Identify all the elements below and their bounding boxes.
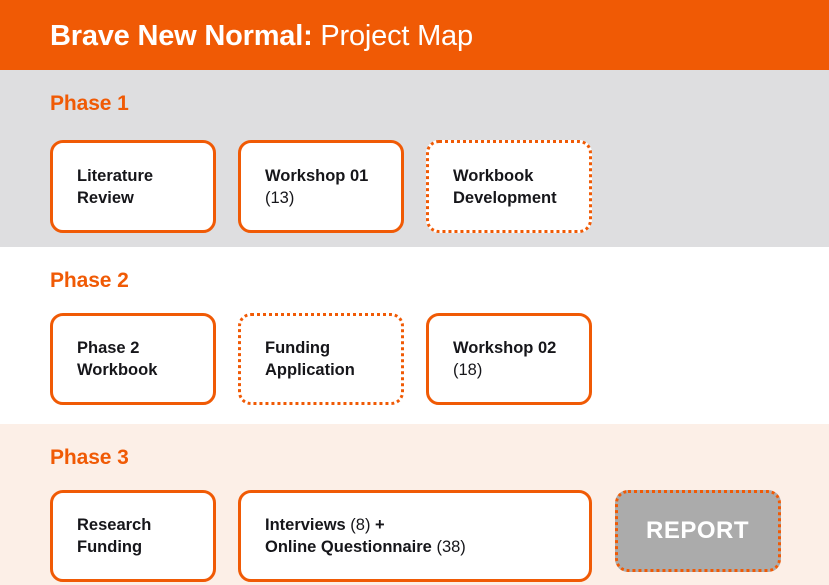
- node-line-2: Workbook: [77, 361, 158, 379]
- phase-label-2: Phase 2: [50, 269, 129, 292]
- node-workbook-development[interactable]: Workbook Development: [426, 140, 592, 233]
- node-line-2-count: (38): [436, 538, 466, 556]
- node-funding-application[interactable]: Funding Application: [238, 313, 404, 405]
- phase-band-2: Phase 2 Phase 2 Workbook Funding Applica…: [0, 247, 829, 424]
- node-line-1: Funding: [265, 339, 331, 357]
- node-line-2: Funding: [77, 538, 143, 556]
- node-line-1: Workshop 01: [265, 166, 369, 185]
- node-phase-2-workbook[interactable]: Phase 2 Workbook: [50, 313, 216, 405]
- node-line-1: Workshop 02: [453, 339, 557, 357]
- node-line-1: Literature: [77, 166, 154, 185]
- node-literature-review-label: Literature Review: [53, 165, 163, 209]
- page-header: Brave New Normal: Project Map: [0, 0, 829, 70]
- phase-band-3: Phase 3 Research Funding Interviews (8) …: [0, 424, 829, 585]
- node-count: (18): [453, 361, 483, 379]
- node-line-2-strong: Online Questionnaire: [265, 538, 437, 556]
- node-line-1: Phase 2: [77, 339, 140, 357]
- node-literature-review[interactable]: Literature Review: [50, 140, 216, 233]
- node-count: (13): [265, 188, 295, 207]
- page-title: Brave New Normal: Project Map: [50, 18, 473, 54]
- node-funding-application-label: Funding Application: [241, 337, 365, 381]
- phase-band-1: Phase 1 Literature Review Workshop 01 (1…: [0, 70, 829, 247]
- node-workshop-02[interactable]: Workshop 02 (18): [426, 313, 592, 405]
- page-title-strong: Brave New Normal:: [50, 20, 313, 52]
- node-interviews-questionnaire[interactable]: Interviews (8) + Online Questionnaire (3…: [238, 490, 592, 582]
- node-line-1-count: (8): [350, 516, 371, 534]
- node-line-2: Review: [77, 188, 134, 207]
- node-phase-2-workbook-label: Phase 2 Workbook: [53, 337, 167, 381]
- node-workshop-01[interactable]: Workshop 01 (13): [238, 140, 404, 233]
- phase-label-3: Phase 3: [50, 446, 129, 469]
- node-report[interactable]: REPORT: [615, 490, 781, 572]
- node-line-1-strong: Interviews: [265, 516, 351, 534]
- node-report-label: REPORT: [646, 517, 750, 544]
- phase-label-1: Phase 1: [50, 92, 129, 115]
- node-line-2: Development: [453, 188, 557, 207]
- node-workshop-01-label: Workshop 01 (13): [241, 165, 378, 209]
- page-title-light: Project Map: [312, 20, 473, 52]
- node-research-funding-label: Research Funding: [53, 514, 161, 558]
- node-line-2: Application: [265, 361, 355, 379]
- node-workbook-development-label: Workbook Development: [429, 165, 567, 209]
- node-research-funding[interactable]: Research Funding: [50, 490, 216, 582]
- node-interviews-questionnaire-label: Interviews (8) + Online Questionnaire (3…: [241, 514, 476, 558]
- node-line-1: Research: [77, 516, 152, 534]
- node-line-1: Workbook: [453, 166, 534, 185]
- node-workshop-02-label: Workshop 02 (18): [429, 337, 566, 381]
- node-line-1-plus: +: [370, 516, 385, 534]
